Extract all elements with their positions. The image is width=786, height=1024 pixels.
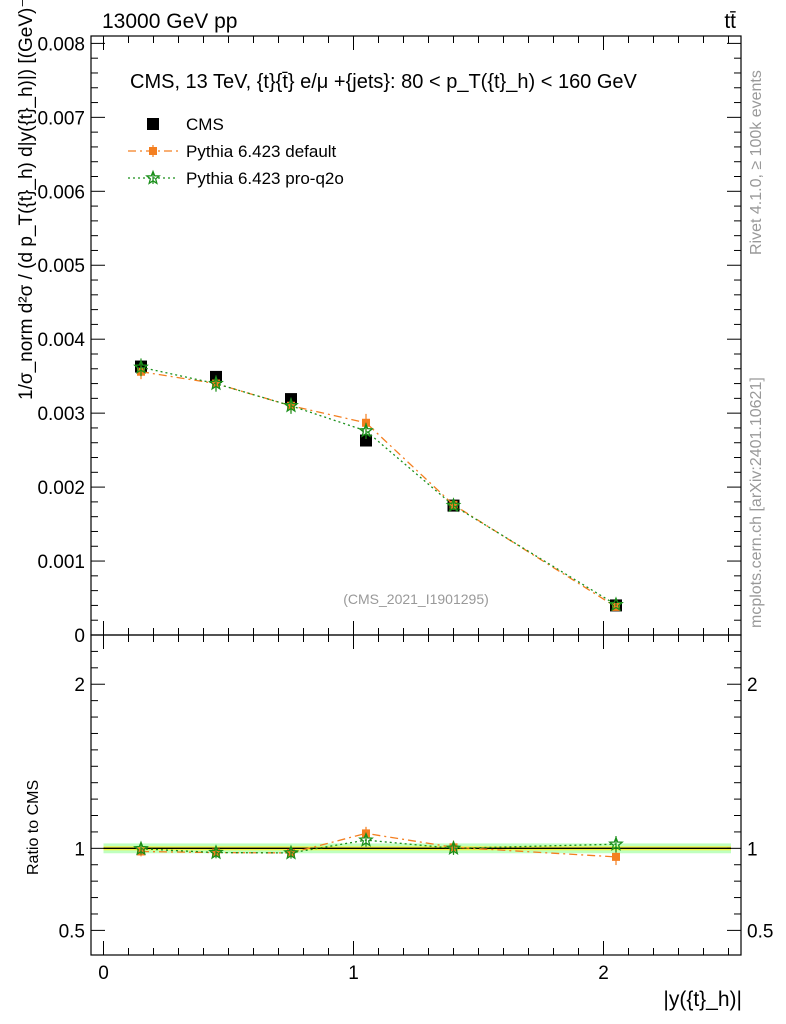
data-point (608, 596, 624, 612)
data-point (283, 397, 299, 413)
legend-entry-1: Pythia 6.423 default (128, 142, 337, 161)
xtick-label: 0 (98, 963, 109, 984)
side-rivet-label: Rivet 4.1.0, ≥ 100k events (748, 70, 765, 255)
ratio-series-1 (133, 831, 624, 860)
legend-label: CMS (186, 115, 224, 134)
ratio-ytick-label-right: 2 (747, 675, 758, 696)
chart-title-text: CMS, 13 TeV, {t}{t̄} e/μ +{jets}: 80 < p… (130, 71, 638, 93)
ratio-ytick-label-right: 0.5 (747, 921, 773, 942)
legend-label: Pythia 6.423 default (186, 142, 337, 161)
data-point (208, 375, 224, 391)
ratio-ytick-label: 2 (74, 675, 85, 696)
main-ytick-label: 0.004 (37, 330, 85, 351)
side-mcplots-label: mcplots.cern.ch [arXiv:2401.10621] (748, 377, 765, 628)
data-point (360, 434, 372, 447)
ratio-point (445, 840, 462, 856)
main-ytick-label: 0 (74, 626, 85, 647)
ratio-ytick-label: 0.5 (59, 921, 85, 942)
data-point (133, 359, 149, 375)
xtick-label: 2 (598, 963, 609, 984)
main-ytick-label: 0.007 (37, 108, 85, 129)
main-axes: 0 0.001 0.002 0.003 0.004 0.005 0.006 0.007 0.00… (37, 34, 742, 647)
ratio-point (283, 844, 299, 860)
ratio-ytick-label: 1 (74, 839, 85, 860)
ratio-point (358, 831, 374, 847)
xtick-label: 1 (348, 963, 359, 984)
ratio-point (612, 852, 620, 861)
legend-marker (147, 118, 159, 130)
header-process-label: tt̄ (724, 10, 736, 33)
main-ytick-label: 0.003 (37, 404, 85, 425)
series-0 (135, 360, 622, 612)
series-1 (137, 364, 620, 611)
main-ylabel: 1/σ_norm d²σ / (d p_T({t}_h) d|y({t}_h)|… (16, 0, 37, 400)
header-collision-label: 13000 GeV pp (102, 10, 237, 33)
ratio-series (133, 826, 624, 866)
data-point (445, 497, 462, 513)
ratio-frame (90, 634, 742, 956)
main-ytick-label: 0.001 (37, 552, 85, 573)
ratio-ylabel: Ratio to CMS (25, 780, 42, 875)
main-ytick-label: 0.008 (37, 34, 85, 55)
legend-entry-0: CMS (147, 115, 224, 134)
main-ytick-label: 0.002 (37, 478, 85, 499)
series-line (140, 371, 617, 608)
ratio-ytick-label-right: 1 (747, 839, 758, 860)
legend-label: Pythia 6.423 pro-q2o (186, 169, 344, 188)
chart-title: CMS, 13 TeV, {t}{t̄} e/μ +{jets}: 80 < p… (130, 71, 638, 93)
analysis-watermark: (CMS_2021_I1901295) (343, 591, 489, 607)
legend-marker (145, 169, 161, 185)
series-2 (133, 358, 624, 612)
ratio-point (208, 844, 224, 860)
ratio-line (140, 839, 617, 854)
ratio-line (140, 832, 617, 858)
series-line (140, 366, 617, 606)
legend-entry-2: Pythia 6.423 pro-q2o (128, 169, 344, 188)
main-series (133, 358, 624, 612)
data-point (358, 422, 374, 438)
ratio-point (133, 840, 149, 856)
main-ytick-label: 0.006 (37, 182, 85, 203)
legend: CMS Pythia 6.423 default Pythia 6.423 pro-… (128, 115, 344, 188)
ratio-point (608, 835, 624, 851)
ratio-axes: 0 1 2 0.5 0.5 1 1 2 2 (59, 634, 773, 984)
main-ytick-label: 0.005 (37, 256, 85, 277)
xlabel: |y({t}_h)| (663, 988, 742, 1011)
legend-marker (149, 147, 157, 155)
